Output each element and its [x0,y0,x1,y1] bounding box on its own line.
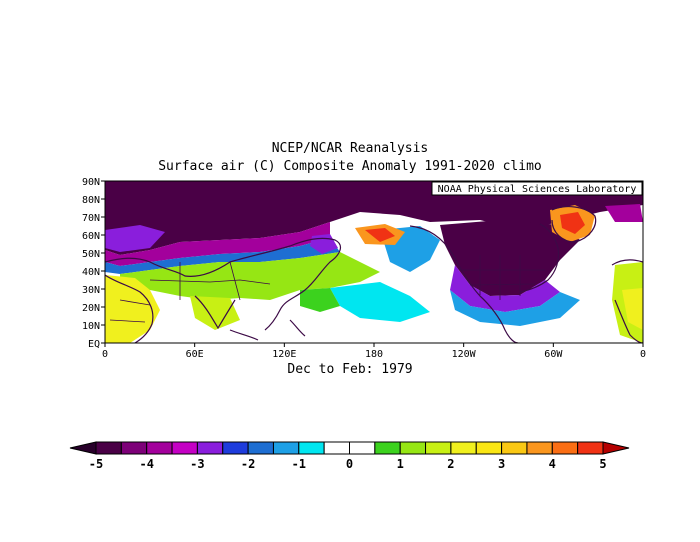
colorbar-label: -2 [241,457,255,471]
colorbar-label: -5 [89,457,103,471]
north-america-cold [440,220,580,296]
colorbar-swatch [526,441,553,455]
lat-label: EQ [88,339,100,350]
map-field [105,181,643,343]
colorbar-swatch [120,441,148,455]
lon-label: 0 [102,349,108,360]
purple-band [105,222,330,266]
colorbar-label: 2 [447,457,454,471]
lat-label: 20N [82,303,100,314]
colorbar-swatches [69,441,630,455]
colorbar-arrow-right [602,441,630,455]
west-africa-yellow [622,288,643,330]
colorbar-swatch [95,441,122,455]
colorbar-label: 4 [549,457,556,471]
greenland-cold-east [605,204,643,222]
colorbar-swatch [323,441,350,455]
lat-label: 40N [82,267,100,278]
lon-label: 120E [272,349,296,360]
lat-label: 80N [82,195,100,206]
colorbar-labels: -5 -4 -3 -2 -1 0 1 2 3 4 5 [89,457,607,471]
lon-label: 0 [640,349,646,360]
colorbar-swatch [272,441,300,455]
lon-label: 180 [365,349,383,360]
blue-band [105,238,340,274]
europe-cold [105,225,165,252]
colorbar-swatch [298,441,325,455]
lat-label: 70N [82,213,100,224]
lon-label: 60E [186,349,204,360]
longitude-axis: 0 60E 120E 180 120W 60W 0 [102,343,646,360]
colorbar-swatch [196,441,224,455]
colorbar-swatch [222,441,249,455]
lat-label: 30N [82,285,100,296]
lon-label: 60W [544,349,563,360]
pacific-green [300,288,340,312]
lat-label: 10N [82,321,100,332]
africa-yellow [105,275,160,343]
colorbar-swatch [399,441,427,455]
credit-label: NOAA Physical Sciences Laboratory [438,184,637,195]
lat-label: 50N [82,249,100,260]
lat-label: 60N [82,231,100,242]
borders [109,255,545,323]
colorbar-swatch [374,441,401,455]
colorbar-swatch [146,441,173,455]
colorbar-label: 0 [346,457,353,471]
colorbar-swatch [171,441,198,455]
credit-box [431,181,643,196]
latitude-axis: 90N 80N 70N 60N 50N 40N 30N 20N 10N EQ [82,177,105,350]
pacific-cyan [330,282,430,322]
greenland-hot [560,212,585,234]
arctic-cold-anomaly [105,181,643,255]
colorbar-label: 1 [397,457,404,471]
na-violet-rim [450,265,560,312]
anomaly-map: NOAA Physical Sciences Laboratory 90N 80N… [82,177,646,360]
colorbar-label: 5 [599,457,606,471]
colorbar-label: -1 [292,457,306,471]
colorbar-swatch [425,441,452,455]
lon-label: 120W [452,349,477,360]
lat-label: 90N [82,177,100,188]
asia-green [120,252,380,300]
colorbar-swatch [247,441,274,455]
chart-subtitle: Surface air (C) Composite Anomaly 1991-2… [158,159,542,174]
colorbar-swatch [475,441,503,455]
colorbar-label: 3 [498,457,505,471]
colorbar-swatch [349,441,376,455]
colorbar-swatch [501,441,528,455]
atlantic-cyan [450,290,580,326]
colorbar-label: -3 [190,457,204,471]
colorbar-swatch [577,441,604,455]
time-period-label: Dec to Feb: 1979 [287,362,413,377]
coastlines [105,206,643,343]
siberia-hot [365,228,395,242]
chart-title: NCEP/NCAR Reanalysis [271,141,429,156]
colorbar-swatch [551,441,579,455]
colorbar-arrow-left [69,441,97,455]
colorbar-label: -4 [139,457,153,471]
colorbar-swatch [450,441,477,455]
